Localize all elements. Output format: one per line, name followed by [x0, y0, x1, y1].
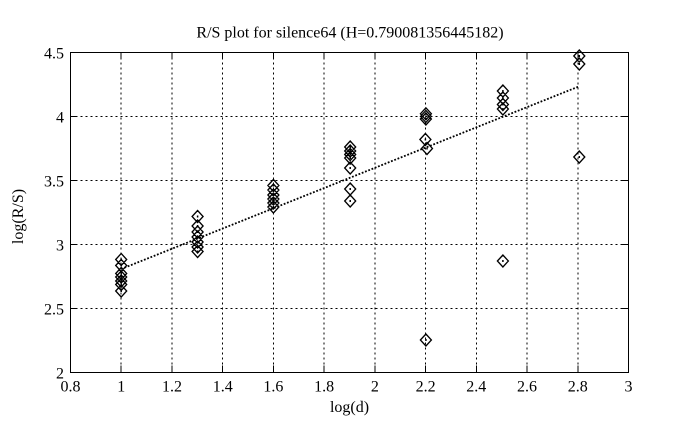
svg-text:R/S plot for silence64 (H=0.79: R/S plot for silence64 (H=0.790081356445… [196, 25, 503, 42]
svg-text:3: 3 [56, 238, 64, 255]
svg-text:4: 4 [56, 110, 64, 127]
svg-text:2.5: 2.5 [44, 302, 64, 319]
svg-text:1.2: 1.2 [162, 379, 182, 396]
svg-text:log(R/S): log(R/S) [10, 189, 27, 244]
svg-text:1.8: 1.8 [314, 379, 334, 396]
svg-text:2.6: 2.6 [517, 379, 537, 396]
svg-text:1: 1 [117, 379, 125, 396]
svg-text:4.5: 4.5 [44, 46, 64, 63]
svg-text:2.8: 2.8 [568, 379, 588, 396]
svg-text:2: 2 [371, 379, 379, 396]
svg-text:1.4: 1.4 [213, 379, 233, 396]
svg-text:2.2: 2.2 [416, 379, 436, 396]
svg-text:0.8: 0.8 [61, 379, 81, 396]
svg-text:3.5: 3.5 [44, 174, 64, 191]
svg-text:log(d): log(d) [330, 399, 369, 416]
svg-text:2: 2 [56, 366, 64, 383]
svg-text:1.6: 1.6 [263, 379, 283, 396]
svg-text:2.4: 2.4 [466, 379, 486, 396]
svg-text:3: 3 [625, 379, 633, 396]
